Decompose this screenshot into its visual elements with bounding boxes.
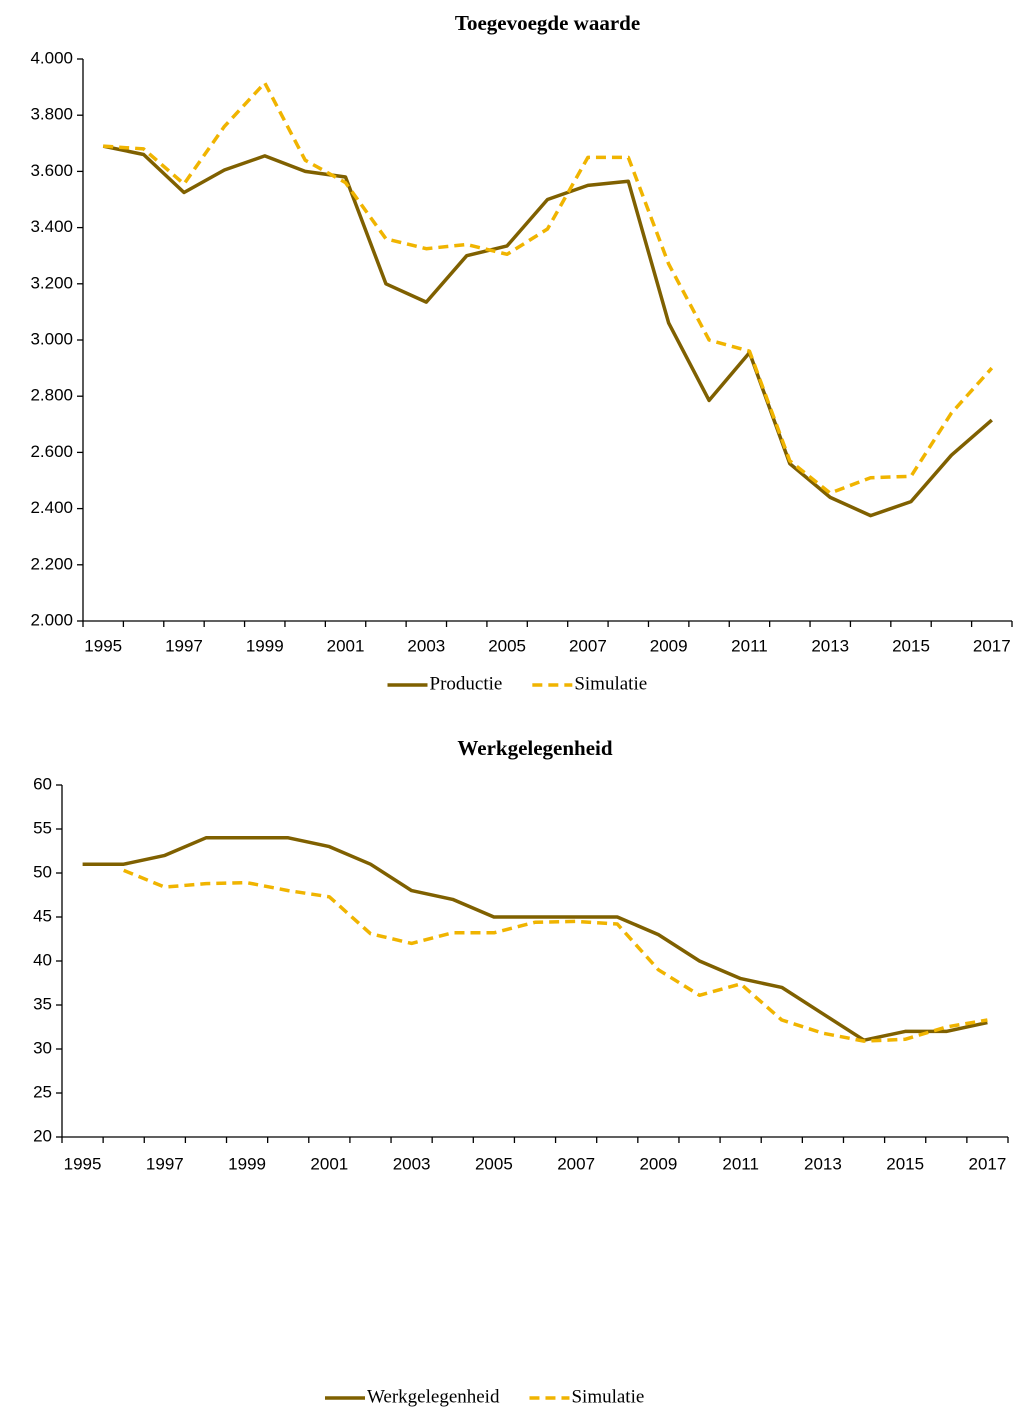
x-tick-label: 2009 <box>650 636 688 655</box>
x-tick-label: 1999 <box>228 1154 266 1173</box>
chart-title: Toegevoegde waarde <box>455 11 640 35</box>
x-tick-label: 2009 <box>639 1154 677 1173</box>
chart-title: Werkgelegenheid <box>457 736 612 760</box>
x-tick-label: 2005 <box>488 636 526 655</box>
y-tick-label: 40 <box>33 950 52 969</box>
y-tick-label: 35 <box>33 994 52 1013</box>
series-line <box>103 81 994 495</box>
y-tick-label: 4.000 <box>30 48 73 67</box>
y-tick-label: 3.400 <box>30 217 73 236</box>
y-tick-label: 55 <box>33 818 52 837</box>
y-tick-label: 45 <box>33 906 52 925</box>
x-tick-label: 2011 <box>722 1154 759 1173</box>
x-tick-label: 1995 <box>84 636 122 655</box>
legend-label: Productie <box>430 673 503 694</box>
y-tick-label: 30 <box>33 1038 52 1057</box>
x-tick-label: 2003 <box>407 636 445 655</box>
x-tick-label: 1999 <box>246 636 284 655</box>
y-tick-label: 3.200 <box>30 273 73 292</box>
x-tick-label: 2017 <box>973 636 1011 655</box>
y-tick-label: 2.200 <box>30 554 73 573</box>
x-tick-label: 1995 <box>64 1154 102 1173</box>
series-line <box>82 836 988 1042</box>
series-line <box>123 868 988 1043</box>
y-tick-label: 3.600 <box>30 161 73 180</box>
y-tick-label: 3.800 <box>30 105 73 124</box>
legend-label: Simulatie <box>574 673 647 694</box>
x-tick-label: 2015 <box>886 1154 924 1173</box>
y-tick-label: 60 <box>33 774 52 793</box>
x-tick-label: 2017 <box>969 1154 1007 1173</box>
y-tick-label: 2.600 <box>30 442 73 461</box>
y-tick-label: 50 <box>33 862 52 881</box>
x-tick-label: 2001 <box>310 1154 348 1173</box>
x-tick-label: 2011 <box>731 636 768 655</box>
x-tick-label: 1997 <box>165 636 203 655</box>
y-tick-label: 2.000 <box>30 610 73 629</box>
y-tick-label: 20 <box>33 1126 52 1145</box>
x-tick-label: 2003 <box>393 1154 431 1173</box>
x-tick-label: 2005 <box>475 1154 513 1173</box>
y-tick-label: 2.400 <box>30 498 73 517</box>
x-tick-label: 2007 <box>569 636 607 655</box>
y-tick-label: 3.000 <box>30 329 73 348</box>
legend-label: Werkgelegenheid <box>367 1386 500 1407</box>
x-tick-label: 2013 <box>811 636 849 655</box>
y-tick-label: 2.800 <box>30 386 73 405</box>
x-tick-label: 2013 <box>804 1154 842 1173</box>
x-tick-label: 2001 <box>327 636 365 655</box>
y-tick-label: 25 <box>33 1082 52 1101</box>
x-tick-label: 2007 <box>557 1154 595 1173</box>
x-tick-label: 1997 <box>146 1154 184 1173</box>
legend-label: Simulatie <box>571 1386 644 1407</box>
x-tick-label: 2015 <box>892 636 930 655</box>
series-line <box>102 144 993 518</box>
